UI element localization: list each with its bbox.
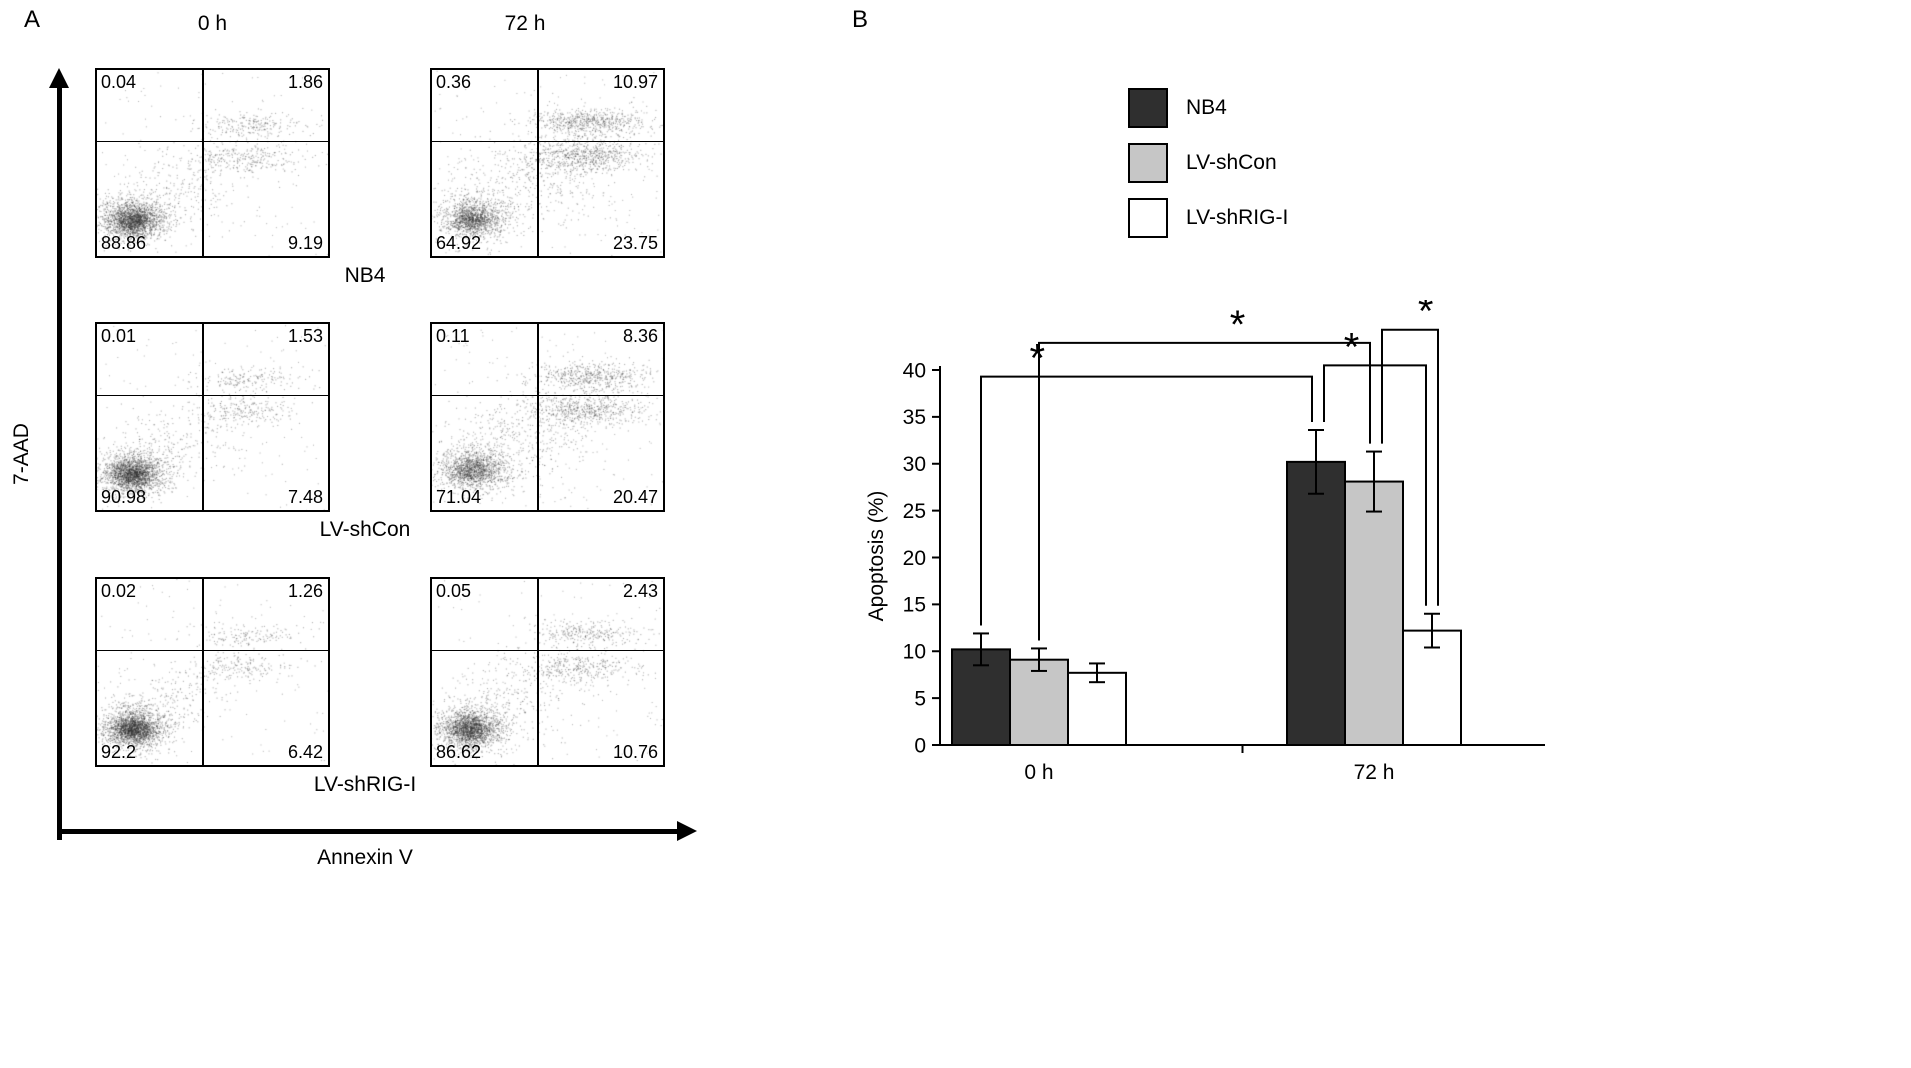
bar-LV-shRIG-I-0h — [1067, 671, 1127, 746]
legend-label-lvshcon: LV-shCon — [1186, 151, 1277, 174]
y-tick-label: 25 — [903, 500, 926, 523]
quadrant-divider-horizontal — [97, 649, 328, 652]
flow-plot-lvshcon-72h: 0.11 8.36 71.04 20.47 — [430, 322, 665, 512]
quadrant-divider-vertical — [202, 579, 204, 765]
sig-bracket — [1323, 364, 1427, 606]
flow-scatter-canvas — [97, 579, 328, 765]
legend-swatch-nb4 — [1128, 88, 1168, 128]
sig-asterisk: * — [1230, 303, 1246, 347]
y-tick-label: 10 — [903, 641, 926, 664]
sig-asterisk: * — [1418, 300, 1434, 334]
flow-x-axis-arrowhead-icon — [677, 821, 697, 841]
y-tick-label: 40 — [903, 359, 926, 382]
panel-b-label: B — [852, 6, 869, 33]
legend-item-nb4: NB4 — [1128, 88, 1288, 128]
bar-NB4-72h — [1286, 460, 1346, 746]
flow-y-axis-arrowhead-icon — [49, 68, 69, 88]
y-tick-label: 35 — [903, 406, 926, 429]
flow-y-axis-label: 7-AAD — [10, 423, 33, 485]
y-tick-label: 0 — [914, 734, 926, 757]
quadrant-value-upper-left: 0.11 — [436, 326, 470, 346]
row-label-lvshrigi: LV-shRIG-I — [313, 773, 417, 796]
legend-swatch-lvshrigi — [1128, 198, 1168, 238]
row-label-nb4: NB4 — [344, 264, 386, 287]
flow-plot-lvshrigi-72h: 0.05 2.43 86.62 10.76 — [430, 577, 665, 767]
bar-chart: 0 5 10 15 20 25 30 35 40 0 h 72 h * * * * — [903, 300, 1545, 784]
y-tick-label: 20 — [903, 547, 926, 570]
sig-asterisk: * — [1344, 325, 1360, 369]
flow-plot-lvshcon-0h: 0.01 1.53 90.98 7.48 — [95, 322, 330, 512]
y-tick-label: 5 — [914, 687, 926, 710]
quadrant-value-lower-right: 9.19 — [287, 233, 323, 254]
panel-a-label: A — [24, 6, 41, 33]
y-tick-label: 30 — [903, 453, 926, 476]
quadrant-value-lower-right: 23.75 — [612, 233, 658, 254]
quadrant-value-lower-left: 92.2 — [101, 742, 137, 763]
quadrant-divider-vertical — [202, 70, 204, 256]
sig-asterisk: * — [1029, 337, 1045, 381]
flow-scatter-canvas — [97, 70, 328, 256]
quadrant-divider-vertical — [537, 324, 539, 510]
flow-y-axis-line — [57, 86, 62, 840]
quadrant-value-upper-left: 0.04 — [101, 72, 137, 92]
column-header-0h: 0 h — [197, 12, 228, 35]
quadrant-value-lower-left: 90.98 — [101, 487, 147, 508]
quadrant-value-upper-right: 8.36 — [622, 326, 658, 346]
flow-scatter-canvas — [432, 579, 663, 765]
quadrant-value-upper-left: 0.36 — [436, 72, 472, 92]
quadrant-value-lower-left: 86.62 — [436, 742, 482, 763]
quadrant-value-lower-right: 10.76 — [612, 742, 658, 763]
sig-bracket — [1381, 328, 1439, 606]
quadrant-value-lower-left: 88.86 — [101, 233, 147, 254]
quadrant-value-upper-right: 10.97 — [612, 72, 658, 92]
legend: NB4 LV-shCon LV-shRIG-I — [1128, 88, 1288, 253]
quadrant-divider-vertical — [537, 579, 539, 765]
quadrant-value-lower-right: 20.47 — [612, 487, 658, 508]
quadrant-value-upper-right: 1.26 — [287, 581, 323, 601]
legend-item-lvshrigi: LV-shRIG-I — [1128, 198, 1288, 238]
flow-plot-nb4-0h: 0.04 1.86 88.86 9.19 — [95, 68, 330, 258]
quadrant-divider-vertical — [202, 324, 204, 510]
sig-bracket — [1038, 341, 1371, 641]
quadrant-value-upper-right: 1.86 — [287, 72, 323, 92]
bar-LV-shRIG-I-72h — [1402, 629, 1462, 746]
quadrant-divider-horizontal — [432, 140, 663, 143]
legend-label-nb4: NB4 — [1186, 96, 1227, 119]
flow-scatter-canvas — [432, 70, 663, 256]
flow-x-axis-label: Annexin V — [317, 846, 413, 869]
quadrant-value-lower-right: 6.42 — [287, 742, 323, 763]
quadrant-value-lower-left: 64.92 — [436, 233, 482, 254]
row-label-lvshcon: LV-shCon — [319, 518, 411, 541]
quadrant-divider-horizontal — [432, 394, 663, 397]
flow-x-axis-line — [59, 829, 679, 834]
flow-plot-nb4-72h: 0.36 10.97 64.92 23.75 — [430, 68, 665, 258]
flow-plot-lvshrigi-0h: 0.02 1.26 92.2 6.42 — [95, 577, 330, 767]
bar-LV-shCon-0h — [1009, 658, 1069, 746]
x-category-label: 0 h — [1024, 761, 1053, 784]
legend-label-lvshrigi: LV-shRIG-I — [1186, 206, 1289, 229]
quadrant-divider-horizontal — [97, 140, 328, 143]
quadrant-value-upper-left: 0.02 — [101, 581, 137, 601]
bar-LV-shCon-72h — [1344, 480, 1404, 746]
x-category-label: 72 h — [1354, 761, 1395, 784]
quadrant-value-upper-left: 0.05 — [436, 581, 472, 601]
sig-bracket — [980, 375, 1313, 626]
quadrant-divider-horizontal — [432, 649, 663, 652]
quadrant-divider-horizontal — [97, 394, 328, 397]
legend-swatch-lvshcon — [1128, 143, 1168, 183]
legend-item-lvshcon: LV-shCon — [1128, 143, 1288, 183]
quadrant-value-lower-right: 7.48 — [287, 487, 323, 508]
quadrant-value-upper-right: 2.43 — [622, 581, 658, 601]
flow-scatter-canvas — [432, 324, 663, 510]
y-tick-label: 15 — [903, 594, 926, 617]
quadrant-value-upper-right: 1.53 — [287, 326, 323, 346]
quadrant-value-upper-left: 0.01 — [101, 326, 137, 346]
flow-scatter-canvas — [97, 324, 328, 510]
column-header-72h: 72 h — [504, 12, 546, 35]
quadrant-divider-vertical — [537, 70, 539, 256]
quadrant-value-lower-left: 71.04 — [436, 487, 482, 508]
